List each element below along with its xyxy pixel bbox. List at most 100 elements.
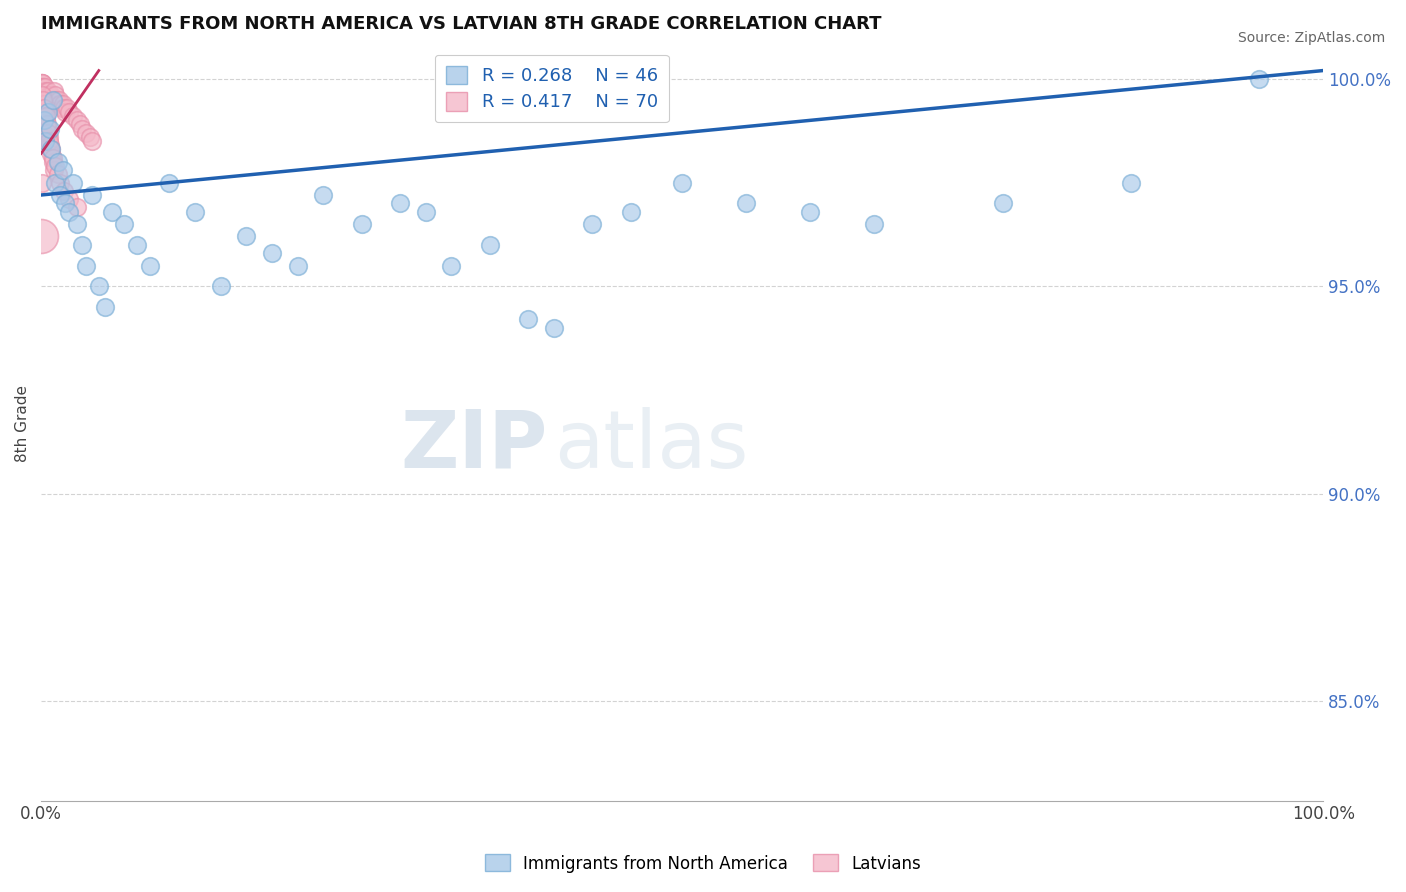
Point	[52, 96, 75, 111]
Point	[37, 121, 59, 136]
Legend: R = 0.268    N = 46, R = 0.417    N = 70: R = 0.268 N = 46, R = 0.417 N = 70	[434, 54, 669, 122]
Point	[34, 101, 56, 115]
Point	[55, 101, 77, 115]
Point	[620, 204, 643, 219]
Point	[49, 176, 72, 190]
Point	[70, 237, 93, 252]
Point	[35, 93, 58, 107]
Point	[31, 80, 53, 95]
Point	[66, 201, 89, 215]
Point	[671, 176, 693, 190]
Point	[39, 142, 62, 156]
Point	[184, 204, 207, 219]
Point	[49, 188, 72, 202]
Point	[58, 105, 80, 120]
Point	[31, 84, 53, 98]
Point	[38, 134, 60, 148]
Point	[209, 279, 232, 293]
Point	[31, 176, 53, 190]
Point	[31, 80, 53, 95]
Point	[440, 259, 463, 273]
Point	[44, 176, 66, 190]
Point	[35, 118, 58, 132]
Point	[478, 237, 501, 252]
Point	[127, 237, 149, 252]
Point	[31, 76, 53, 90]
Point	[31, 80, 53, 95]
Point	[53, 184, 76, 198]
Point	[87, 279, 110, 293]
Text: Source: ZipAtlas.com: Source: ZipAtlas.com	[1237, 31, 1385, 45]
Point	[53, 101, 76, 115]
Point	[55, 105, 77, 120]
Point	[389, 196, 412, 211]
Point	[44, 88, 66, 103]
Point	[1247, 71, 1270, 86]
Point	[30, 76, 52, 90]
Point	[30, 229, 52, 244]
Point	[34, 105, 56, 120]
Point	[32, 96, 55, 111]
Point	[350, 217, 373, 231]
Point	[38, 130, 60, 145]
Point	[34, 109, 56, 123]
Point	[114, 217, 136, 231]
Point	[32, 93, 55, 107]
Point	[42, 163, 65, 178]
Point	[31, 88, 53, 103]
Point	[46, 154, 69, 169]
Point	[260, 246, 283, 260]
Point	[34, 84, 56, 98]
Point	[94, 300, 117, 314]
Point	[543, 320, 565, 334]
Point	[991, 196, 1014, 211]
Point	[41, 142, 63, 156]
Point	[69, 118, 91, 132]
Point	[31, 80, 53, 95]
Point	[75, 259, 97, 273]
Point	[44, 159, 66, 173]
Text: IMMIGRANTS FROM NORTH AMERICA VS LATVIAN 8TH GRADE CORRELATION CHART: IMMIGRANTS FROM NORTH AMERICA VS LATVIAN…	[41, 15, 882, 33]
Point	[31, 84, 53, 98]
Point	[34, 88, 56, 103]
Point	[41, 154, 63, 169]
Point	[51, 101, 73, 115]
Point	[82, 134, 104, 148]
Point	[37, 126, 59, 140]
Point	[66, 113, 89, 128]
Point	[312, 188, 335, 202]
Point	[75, 126, 97, 140]
Point	[32, 80, 55, 95]
Point	[35, 88, 58, 103]
Point	[66, 217, 89, 231]
Point	[38, 88, 60, 103]
Point	[37, 105, 59, 120]
Point	[82, 188, 104, 202]
Point	[42, 84, 65, 98]
Point	[55, 196, 77, 211]
Point	[31, 76, 53, 90]
Point	[45, 93, 67, 107]
Point	[517, 312, 540, 326]
Point	[235, 229, 257, 244]
Point	[49, 96, 72, 111]
Point	[863, 217, 886, 231]
Point	[32, 88, 55, 103]
Point	[58, 204, 80, 219]
Point	[41, 146, 63, 161]
Point	[46, 167, 69, 181]
Point	[39, 93, 62, 107]
Legend: Immigrants from North America, Latvians: Immigrants from North America, Latvians	[478, 847, 928, 880]
Point	[58, 192, 80, 206]
Point	[100, 204, 122, 219]
Point	[48, 93, 70, 107]
Point	[34, 80, 56, 95]
Point	[34, 134, 56, 148]
Point	[139, 259, 162, 273]
Point	[32, 80, 55, 95]
Point	[32, 113, 55, 128]
Point	[39, 138, 62, 153]
Point	[157, 176, 180, 190]
Point	[35, 113, 58, 128]
Point	[287, 259, 309, 273]
